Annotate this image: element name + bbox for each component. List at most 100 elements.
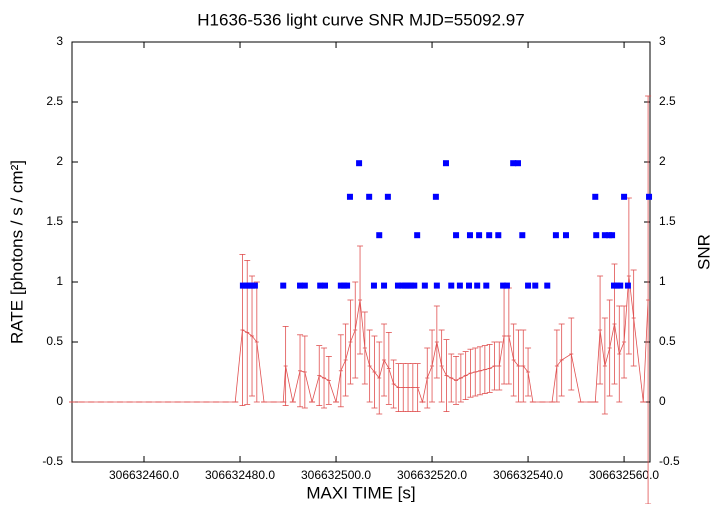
- snr-point: [624, 282, 631, 289]
- x-tick-label: 306632520.0: [397, 468, 467, 482]
- error-bar: [371, 335, 378, 409]
- error-bar: [301, 335, 308, 409]
- snr-point: [317, 282, 324, 289]
- x-tick-label: 306632560.0: [589, 468, 659, 482]
- snr-point: [474, 282, 481, 289]
- error-bar: [553, 329, 560, 403]
- error-bar: [606, 299, 613, 397]
- error-bar: [414, 363, 421, 413]
- error-bar: [361, 311, 368, 385]
- snr-point: [414, 232, 421, 239]
- error-bar: [357, 245, 364, 355]
- snr-point: [344, 282, 351, 289]
- error-bar: [525, 347, 532, 397]
- error-bar: [347, 299, 354, 385]
- y-tick-label: 1.5: [46, 214, 63, 228]
- error-bar: [443, 339, 450, 413]
- snr-point: [407, 282, 414, 289]
- x-tick-label: 306632500.0: [301, 468, 371, 482]
- snr-point: [370, 282, 377, 289]
- error-bar: [630, 269, 637, 367]
- snr-point: [609, 232, 616, 239]
- error-bar: [325, 355, 332, 405]
- error-bar: [433, 305, 440, 379]
- error-bar: [321, 347, 328, 409]
- error-bar: [249, 275, 256, 397]
- snr-point: [453, 232, 460, 239]
- error-bar: [429, 329, 436, 403]
- snr-point: [356, 160, 363, 167]
- y2-tick-label: 3: [659, 34, 666, 48]
- snr-point: [448, 282, 455, 289]
- snr-point: [346, 193, 353, 200]
- snr-point: [483, 282, 490, 289]
- error-bar: [568, 317, 575, 391]
- snr-point: [442, 160, 449, 167]
- y2-tick-label: 2.5: [659, 94, 676, 108]
- snr-point: [411, 282, 418, 289]
- y2-axis-label: SNR: [694, 234, 713, 270]
- error-bar: [472, 347, 479, 397]
- snr-point: [500, 282, 507, 289]
- y2-tick-label: 0.5: [659, 334, 676, 348]
- y2-tick-label: 1: [659, 274, 666, 288]
- snr-point: [466, 232, 473, 239]
- error-bar: [366, 329, 373, 403]
- error-bar: [496, 341, 503, 391]
- error-bar: [297, 334, 304, 408]
- x-tick-label: 306632480.0: [205, 468, 275, 482]
- snr-point: [366, 193, 373, 200]
- error-bar: [616, 305, 623, 403]
- error-bar: [481, 345, 488, 395]
- snr-point: [532, 282, 539, 289]
- snr-point: [321, 282, 328, 289]
- snr-point: [432, 193, 439, 200]
- snr-point: [251, 282, 258, 289]
- error-bar: [510, 323, 517, 397]
- y-tick-label: 0.5: [46, 334, 63, 348]
- snr-point: [646, 193, 653, 200]
- error-bar: [352, 281, 359, 379]
- y-tick-label: 1: [56, 274, 63, 288]
- x-axis-label: MAXI TIME [s]: [306, 483, 415, 502]
- snr-point: [617, 282, 624, 289]
- snr-point: [421, 282, 428, 289]
- snr-point: [519, 232, 526, 239]
- chart-title: H1636-536 light curve SNR MJD=55092.97: [197, 10, 524, 29]
- snr-point: [381, 282, 388, 289]
- y2-tick-label: 1.5: [659, 214, 676, 228]
- x-tick-label: 306632460.0: [109, 468, 179, 482]
- error-bar: [244, 259, 251, 405]
- error-bar: [385, 331, 392, 405]
- snr-point: [280, 282, 287, 289]
- error-bar: [558, 323, 565, 397]
- snr-point: [376, 232, 383, 239]
- y2-tick-label: 0: [659, 394, 666, 408]
- snr-point: [337, 282, 344, 289]
- error-bar: [253, 281, 260, 403]
- snr-point: [433, 282, 440, 289]
- y-axis-label: RATE [photons / s / cm²]: [7, 160, 26, 344]
- snr-point: [503, 282, 510, 289]
- snr-point: [592, 193, 599, 200]
- error-bar: [597, 275, 604, 385]
- error-bar: [477, 346, 484, 396]
- error-bar: [342, 323, 349, 397]
- snr-point: [384, 193, 391, 200]
- snr-point: [466, 282, 473, 289]
- snr-point: [562, 232, 569, 239]
- error-bar: [316, 345, 323, 407]
- error-bar: [448, 353, 455, 403]
- error-bar: [424, 347, 431, 409]
- plot-frame: [71, 41, 651, 463]
- error-bar: [457, 353, 464, 403]
- error-bar: [239, 253, 246, 407]
- y-tick-label: 3: [56, 34, 63, 48]
- error-bar: [409, 363, 416, 413]
- y-tick-label: 2.5: [46, 94, 63, 108]
- error-bar: [381, 323, 388, 397]
- snr-point: [394, 282, 401, 289]
- snr-point: [544, 282, 551, 289]
- error-bar: [611, 263, 618, 385]
